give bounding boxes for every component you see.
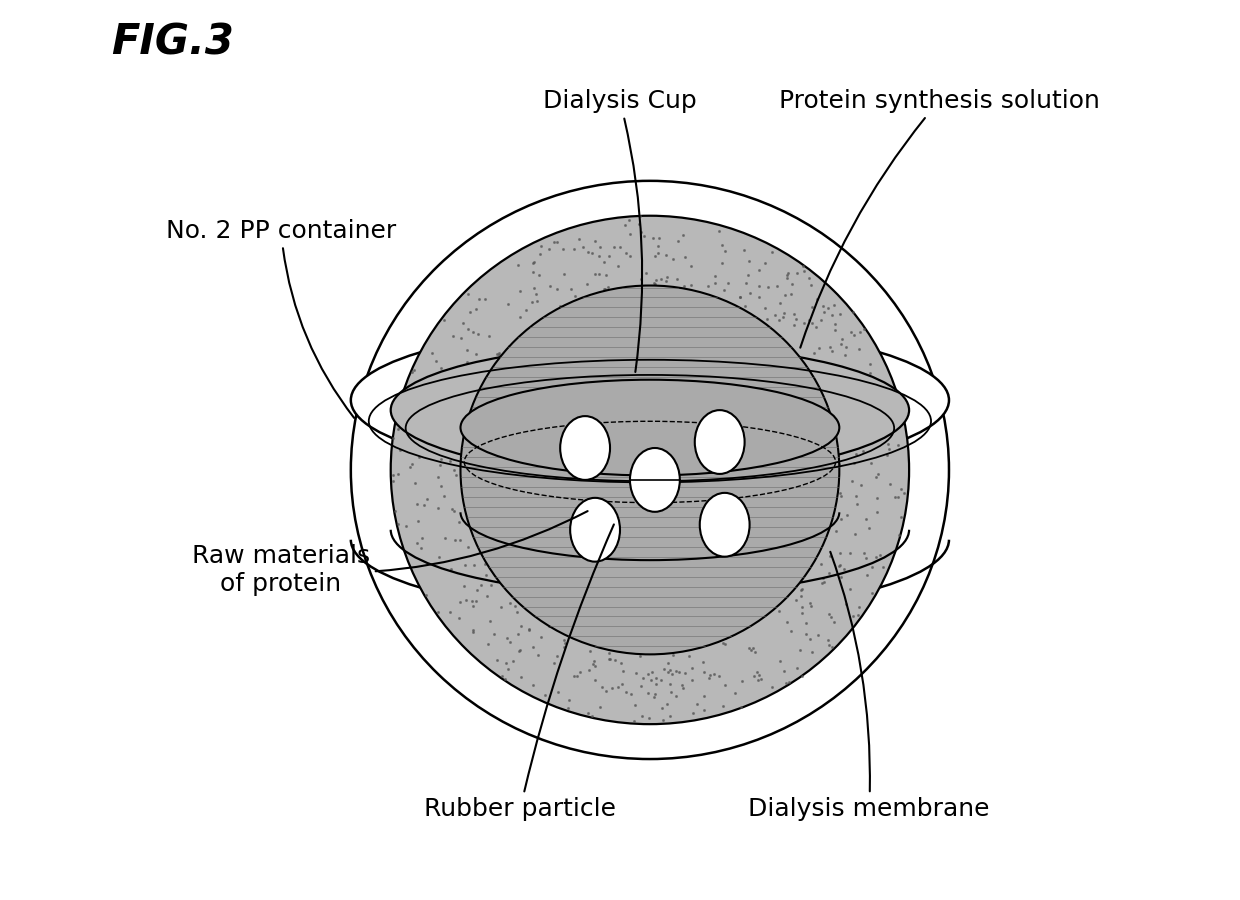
Ellipse shape	[630, 448, 680, 512]
Text: FIG.3: FIG.3	[112, 22, 234, 63]
Ellipse shape	[391, 346, 909, 475]
Ellipse shape	[694, 410, 744, 474]
Ellipse shape	[351, 326, 949, 475]
Ellipse shape	[460, 285, 839, 654]
Ellipse shape	[351, 181, 949, 759]
Text: Protein synthesis solution: Protein synthesis solution	[779, 89, 1100, 347]
Ellipse shape	[460, 380, 839, 475]
Text: Dialysis Cup: Dialysis Cup	[543, 89, 697, 372]
Text: Raw materials
of protein: Raw materials of protein	[192, 511, 588, 596]
Ellipse shape	[560, 416, 610, 480]
Ellipse shape	[699, 493, 750, 557]
Text: Dialysis membrane: Dialysis membrane	[749, 552, 990, 821]
Ellipse shape	[391, 216, 909, 724]
Ellipse shape	[570, 498, 620, 562]
Text: Rubber particle: Rubber particle	[424, 525, 616, 821]
Text: No. 2 PP container: No. 2 PP container	[166, 219, 396, 418]
